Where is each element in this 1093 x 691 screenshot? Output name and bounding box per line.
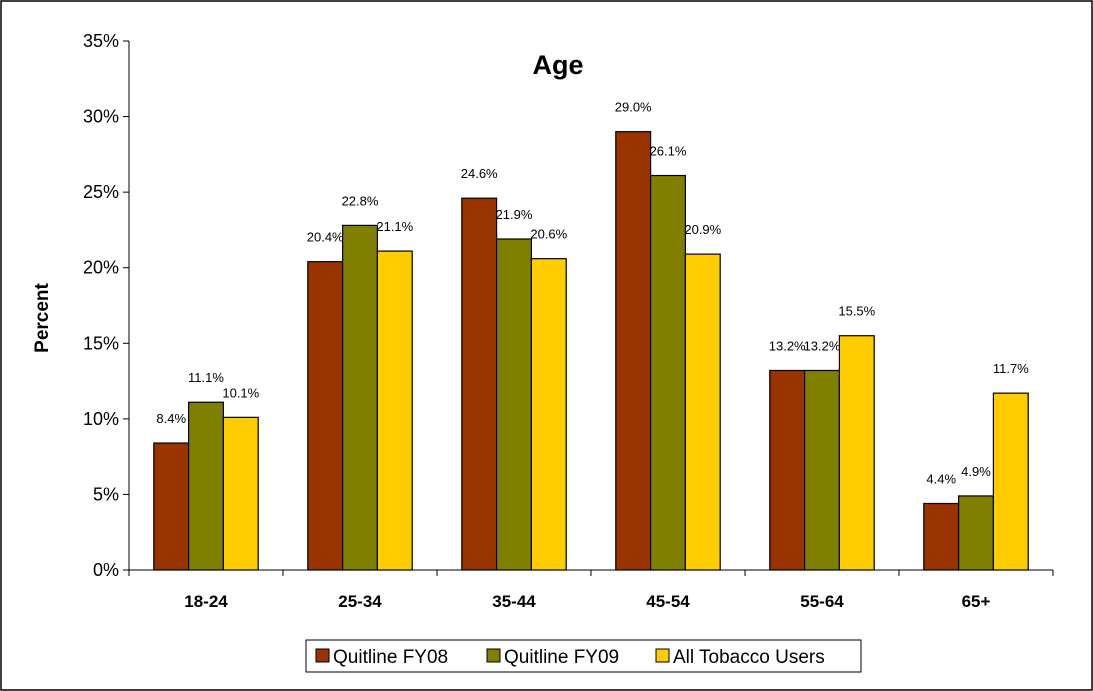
bar: [376, 250, 413, 571]
chart-title: Age: [532, 50, 583, 80]
legend-entry: All Tobacco Users: [673, 647, 825, 668]
category-label: 25-34: [338, 592, 382, 611]
data-label: 21.9%: [496, 207, 533, 222]
legend-swatch: [315, 648, 330, 663]
bars: [153, 131, 1029, 571]
y-axis-ticks: 0% 5% 10% 15% 20% 25% 30% 35%: [83, 31, 129, 580]
bar: [153, 442, 190, 571]
data-label: 20.9%: [684, 222, 721, 237]
category-label: 55-64: [800, 592, 844, 611]
bar: [649, 174, 687, 571]
data-label: 20.6%: [530, 227, 567, 242]
data-label: 21.1%: [376, 219, 413, 234]
data-label: 4.9%: [961, 464, 991, 479]
data-label: 15.5%: [838, 304, 875, 319]
category-label: 35-44: [492, 592, 536, 611]
data-labels: 8.4% 11.1%10.1% 20.4% 22.8% 21.1% 24.6% 21.9% 2…: [156, 100, 1029, 487]
data-label: 26.1%: [650, 144, 687, 159]
data-label: 24.6%: [461, 166, 498, 181]
bar: [495, 238, 533, 571]
bar: [615, 131, 652, 571]
data-label: 11.1%: [188, 370, 224, 385]
category-label: 18-24: [184, 592, 228, 611]
legend-swatch: [655, 648, 670, 663]
y-tick-label: 30%: [83, 107, 119, 127]
bar: [341, 224, 379, 571]
x-axis-categories: 18-24 25-34 35-44 45-54 55-64 65+: [128, 570, 1054, 611]
y-axis-label: Percent: [32, 282, 53, 352]
legend-swatch: [486, 648, 501, 663]
bar: [992, 392, 1029, 571]
data-label: 20.4%: [307, 230, 344, 245]
data-label: 13.2%: [804, 338, 841, 353]
axes: [128, 41, 1053, 571]
bar: [923, 502, 960, 571]
data-label: 11.7%: [993, 361, 1029, 376]
bar: [187, 401, 225, 571]
bar: [684, 253, 721, 571]
legend-entry: Quitline FY08: [333, 647, 448, 668]
data-label: 8.4%: [156, 411, 186, 426]
category-label: 65+: [962, 592, 991, 611]
category-label: 45-54: [646, 592, 690, 611]
bar: [838, 335, 875, 571]
y-tick-label: 5%: [93, 484, 119, 504]
data-label: 13.2%: [769, 338, 806, 353]
data-label: 4.4%: [926, 471, 956, 486]
bar: [222, 416, 259, 571]
bar: [957, 495, 995, 571]
legend-box: [305, 639, 862, 673]
bar: [307, 261, 344, 571]
y-tick-label: 0%: [93, 560, 119, 580]
data-label: 29.0%: [615, 100, 652, 115]
y-tick-label: 10%: [83, 409, 119, 429]
legend-entry: Quitline FY09: [504, 647, 619, 668]
legend: Quitline FY08 Quitline FY09 All Tobacco Us…: [305, 639, 862, 673]
y-tick-label: 15%: [83, 333, 119, 353]
y-tick-label: 25%: [83, 182, 119, 202]
data-label: 22.8%: [342, 193, 379, 208]
bar: [803, 369, 841, 571]
y-tick-label: 35%: [83, 31, 119, 51]
bar: [461, 197, 498, 571]
bar: [530, 258, 567, 571]
bar: [769, 369, 806, 571]
data-label: 10.1%: [222, 385, 259, 400]
y-tick-label: 20%: [83, 258, 119, 278]
